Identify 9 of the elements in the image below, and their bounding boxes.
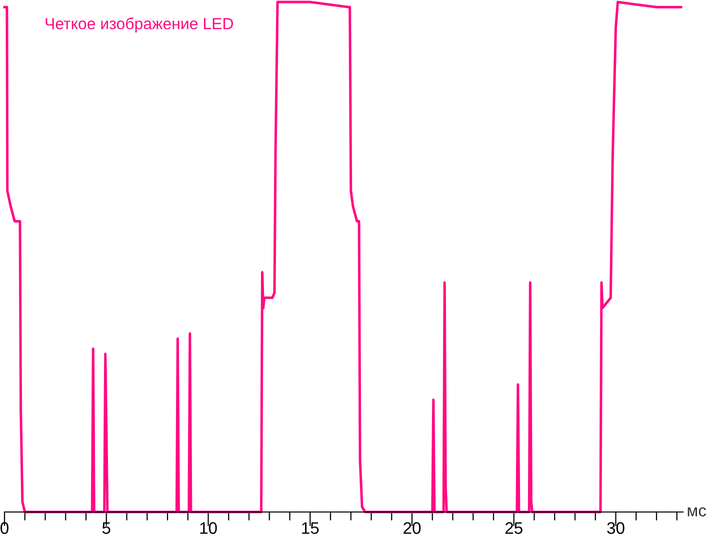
x-axis-title: мс [688, 507, 706, 516]
x-tick-label: 15 [302, 522, 319, 534]
x-tick-label: 0 [0, 522, 8, 534]
text: Четкое изображение LED [46, 17, 233, 32]
x-tick-label: 25 [505, 522, 522, 534]
x-tick-label: 10 [200, 522, 217, 534]
x-tick-label: 30 [607, 522, 624, 534]
x-tick-label: 20 [404, 522, 421, 534]
x-tick-label: 5 [102, 522, 110, 534]
